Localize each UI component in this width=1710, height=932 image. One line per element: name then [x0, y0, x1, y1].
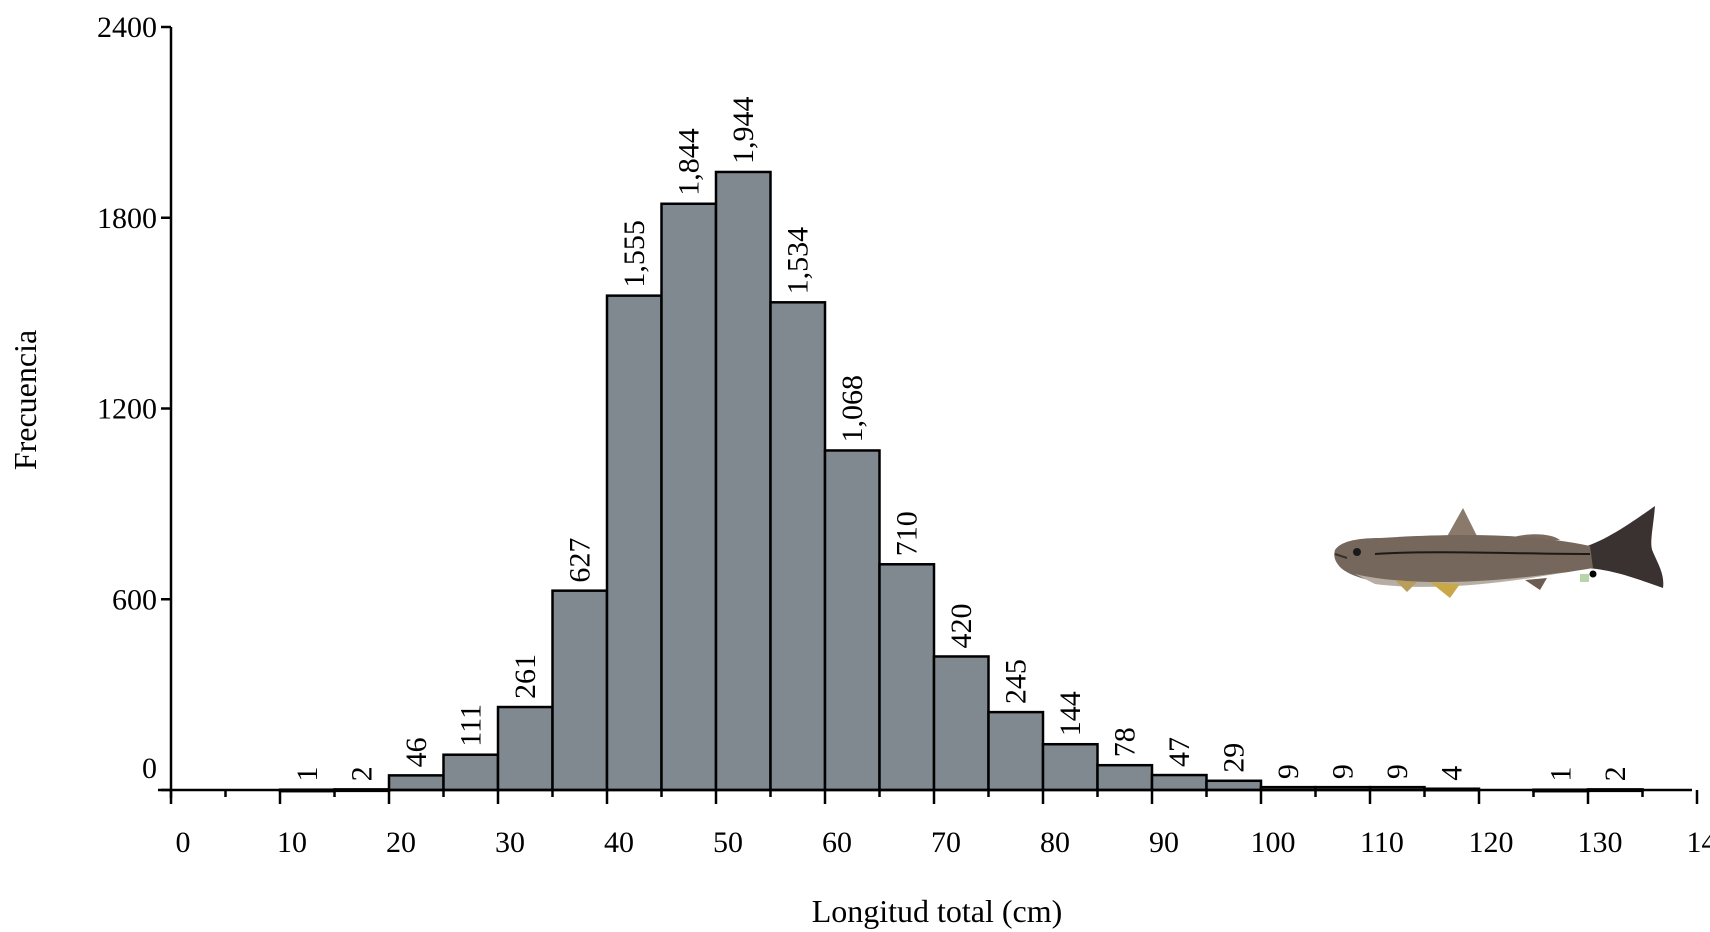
- bar-value-label: 1,944: [727, 96, 760, 164]
- x-tick-label: 80: [1040, 826, 1070, 859]
- x-tick-label: 40: [604, 826, 634, 859]
- bar-value-label: 261: [509, 654, 542, 699]
- histogram-bar: [387, 774, 445, 792]
- x-tick-label: 120: [1469, 826, 1514, 859]
- histogram-bar: [1150, 773, 1208, 792]
- histogram-bar: [987, 710, 1045, 792]
- x-axis-title: Longitud total (cm): [812, 893, 1063, 929]
- x-tick-label: 30: [495, 826, 525, 859]
- bar-value-label: 2: [346, 766, 379, 781]
- bar-value-label: 1: [1545, 767, 1578, 782]
- y-tick-label: 600: [112, 583, 157, 616]
- bar-value-label: 1,844: [673, 128, 706, 196]
- histogram-bar: [714, 170, 772, 792]
- bar-value-label: 111: [455, 704, 488, 747]
- histogram-bar: [769, 301, 827, 792]
- fish-illustration: [1334, 506, 1664, 598]
- bar-value-label: 710: [891, 511, 924, 556]
- x-tick-label: 60: [822, 826, 852, 859]
- x-tick-label: 20: [386, 826, 416, 859]
- bar-value-label: 4: [1436, 766, 1469, 781]
- data-labels-layer: 1 2 46 111 261 627 1,555 1,844 1,944 1,534 1,068 71…: [291, 96, 1632, 781]
- bar-value-label: 245: [1000, 659, 1033, 704]
- y-tick-label: 1800: [97, 202, 157, 235]
- bar-value-label: 2: [1599, 766, 1632, 781]
- histogram-bar: [442, 753, 500, 792]
- bar-value-label: 47: [1163, 737, 1196, 767]
- bar-value-label: 144: [1054, 691, 1087, 736]
- y-axis-title: Frecuencia: [7, 330, 43, 470]
- x-tick-label: 110: [1360, 826, 1404, 859]
- histogram-bar: [1096, 763, 1154, 792]
- bar-value-label: 9: [1381, 764, 1414, 779]
- y-tick-label: 1200: [97, 393, 157, 426]
- histogram-bar: [932, 655, 990, 792]
- histogram-bar: [1041, 742, 1099, 792]
- histogram-bar: [551, 589, 609, 792]
- x-tick-label: 140: [1687, 826, 1710, 859]
- histogram-bar: [660, 202, 718, 792]
- bar-value-label: 78: [1109, 727, 1142, 757]
- x-tick-label: 0: [176, 826, 191, 859]
- bar-value-label: 420: [945, 603, 978, 648]
- bar-value-label: 1: [291, 767, 324, 782]
- bar-value-label: 29: [1218, 743, 1251, 773]
- x-tick-label: 90: [1149, 826, 1179, 859]
- x-tick-label: 50: [713, 826, 743, 859]
- histogram-bar: [1205, 779, 1263, 792]
- histogram-bar: [878, 563, 936, 792]
- x-tick-label: 70: [931, 826, 961, 859]
- bars-layer: [278, 170, 1644, 793]
- bar-value-label: 1,534: [782, 227, 815, 295]
- bar-value-label: 1,068: [836, 375, 869, 443]
- x-tick-label: 10: [277, 826, 307, 859]
- histogram-bar: [823, 449, 881, 792]
- bar-value-label: 9: [1272, 764, 1305, 779]
- y-tick-label: 2400: [97, 11, 157, 44]
- histogram-bar: [496, 705, 554, 792]
- histogram-bar: [605, 294, 663, 792]
- bar-value-label: 1,555: [618, 220, 651, 288]
- bar-value-label: 9: [1327, 764, 1360, 779]
- bar-value-label: 46: [400, 737, 433, 767]
- y-tick-label: 0: [142, 752, 157, 785]
- bar-value-label: 627: [564, 538, 597, 583]
- x-tick-label: 100: [1251, 826, 1296, 859]
- x-tick-label: 130: [1578, 826, 1623, 859]
